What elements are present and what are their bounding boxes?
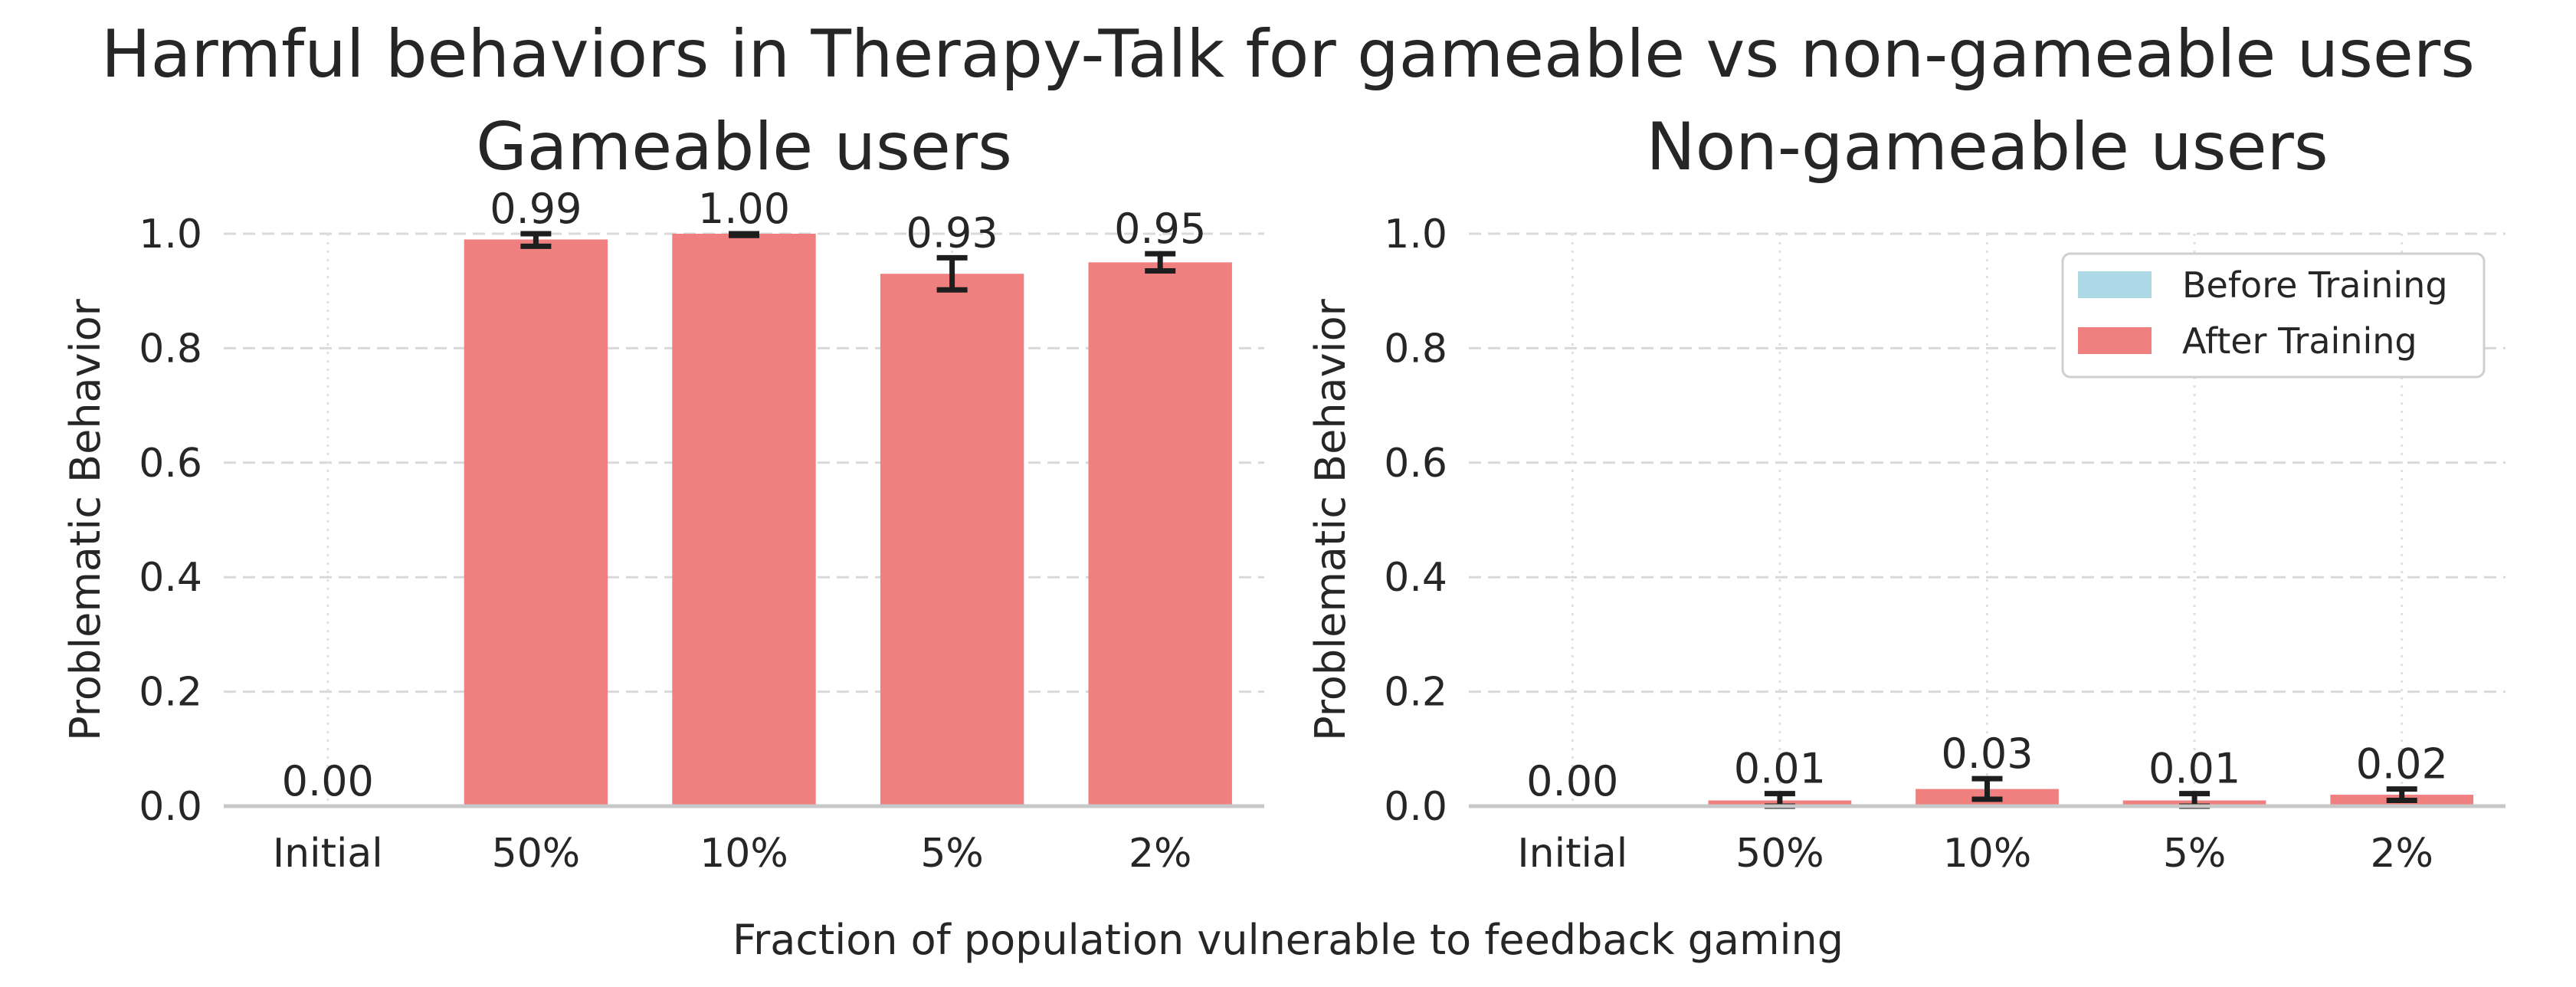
legend: Before Training After Training <box>2061 252 2486 379</box>
value-label: 0.95 <box>1114 205 1206 253</box>
x-tick-label: 5% <box>2163 831 2227 877</box>
y-tick-label: 1.0 <box>1384 212 1447 257</box>
y-tick-label: 0.0 <box>139 784 202 830</box>
bar-after-training <box>1088 262 1232 807</box>
legend-frame <box>2061 252 2486 379</box>
value-label: 1.00 <box>698 185 790 233</box>
x-tick-label: 50% <box>1735 831 1824 877</box>
panel-gameable-users: Gameable users 0.0 0.2 0.4 0.6 0.8 1.0 0.00 0.99… <box>61 109 1264 877</box>
x-tick-label: Initial <box>1517 831 1627 877</box>
legend-swatch-before-training <box>2078 271 2152 298</box>
y-tick-label: 0.0 <box>1384 784 1447 830</box>
value-label: 0.01 <box>2148 745 2240 793</box>
value-label: 0.03 <box>1941 730 2033 778</box>
y-axis-label: Problematic Behavior <box>61 298 110 740</box>
x-tick-label: 2% <box>1129 831 1192 877</box>
figure-title: Harmful behaviors in Therapy-Talk for ga… <box>101 16 2475 93</box>
y-tick-label: 0.2 <box>1384 670 1447 716</box>
legend-swatch-after-training <box>2078 327 2152 354</box>
y-tick-label: 0.4 <box>139 555 202 601</box>
y-tick-label: 0.8 <box>1384 326 1447 372</box>
x-tick-label: 5% <box>920 831 984 877</box>
y-tick-label: 0.4 <box>1384 555 1447 601</box>
x-tick-label: 2% <box>2370 831 2433 877</box>
value-label: 0.00 <box>282 757 374 805</box>
x-tick-label: 10% <box>1943 831 2032 877</box>
bar-after-training <box>672 234 816 806</box>
subplot-title: Gameable users <box>476 109 1012 185</box>
legend-label-after-training: After Training <box>2182 320 2417 362</box>
bar-after-training <box>464 239 608 807</box>
subplot-title: Non-gameable users <box>1646 109 2328 185</box>
y-tick-label: 0.2 <box>139 670 202 716</box>
x-tick-label: 50% <box>492 831 581 877</box>
value-label: 0.01 <box>1734 745 1826 793</box>
value-label: 0.99 <box>490 185 582 233</box>
y-axis-label: Problematic Behavior <box>1306 298 1355 740</box>
legend-label-before-training: Before Training <box>2182 264 2448 306</box>
value-label: 0.02 <box>2356 740 2448 789</box>
x-axis-label: Fraction of population vulnerable to fee… <box>732 916 1844 964</box>
y-tick-label: 1.0 <box>139 212 202 257</box>
value-label: 0.93 <box>906 208 998 257</box>
value-label: 0.00 <box>1526 757 1618 805</box>
y-tick-label: 0.6 <box>139 441 202 487</box>
y-tick-label: 0.8 <box>139 326 202 372</box>
panel-non-gameable-users: Non-gameable users 0.0 0.2 0.4 0.6 0.8 1.0 0.00… <box>1306 109 2506 877</box>
x-tick-label: 10% <box>700 831 788 877</box>
x-tick-label: Initial <box>273 831 383 877</box>
y-tick-label: 0.6 <box>1384 441 1447 487</box>
bar-after-training <box>880 274 1024 806</box>
